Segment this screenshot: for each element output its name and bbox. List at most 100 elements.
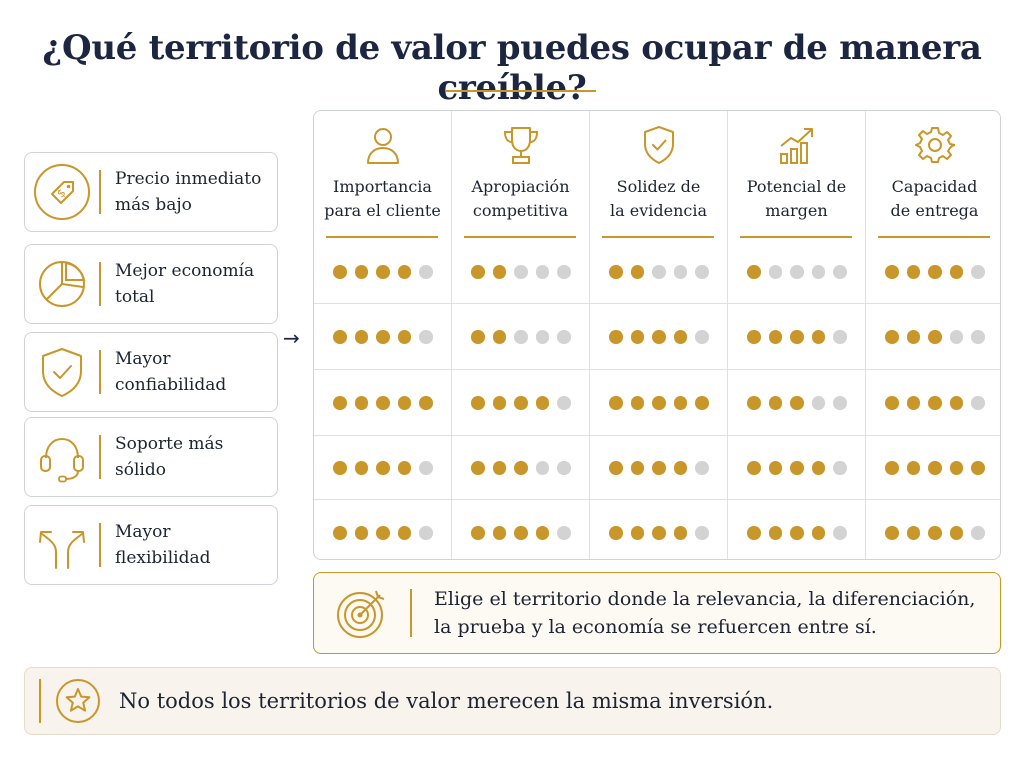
rating-dot-filled (630, 330, 645, 344)
rating-dot-filled (928, 461, 942, 475)
rating-dot-filled (514, 396, 528, 410)
rating-dot-empty (514, 265, 528, 279)
callout-text: Elige el territorio donde la relevancia,… (434, 588, 976, 638)
recommendation-callout: Elige el territorio donde la relevancia,… (313, 572, 1001, 654)
footer-divider (39, 679, 41, 723)
rating-dot-empty (833, 526, 847, 540)
rating-dot-empty (695, 330, 709, 344)
rating-dot-empty (514, 330, 528, 344)
row-divider (314, 499, 1000, 500)
rating-dot-empty (811, 396, 826, 410)
rating-dot-empty (949, 330, 964, 344)
rating-dot-filled (949, 461, 964, 475)
column-divider (451, 111, 452, 559)
rating-dot-filled (397, 330, 412, 344)
rating-dot-filled (397, 396, 412, 410)
rating-dot-filled (949, 265, 964, 279)
rating-dots (471, 265, 571, 279)
rating-dot-empty (673, 265, 688, 279)
rating-dot-filled (928, 265, 942, 279)
column-header-delivery-capacity: Capacidad de entrega (866, 111, 1000, 238)
rating-dot-empty (535, 461, 550, 475)
rating-dots (747, 265, 847, 279)
option-card-support[interactable]: Soporte más sólido (24, 417, 278, 497)
rating-dot-filled (630, 265, 645, 279)
split-arrows-icon (25, 506, 99, 584)
rating-dot-filled (397, 265, 412, 279)
rating-dots (333, 330, 433, 344)
column-header-underline (326, 236, 438, 238)
column-header-underline (740, 236, 852, 238)
rating-dot-filled (333, 461, 347, 475)
rating-dot-filled (354, 396, 369, 410)
option-card-reliability[interactable]: Mayor confiabilidad (24, 332, 278, 412)
rating-dot-filled (885, 330, 899, 344)
shield-check-icon (641, 123, 677, 167)
rating-dot-filled (397, 461, 412, 475)
option-card-total-economy[interactable]: Mejor economía total (24, 244, 278, 324)
rating-dot-empty (971, 330, 985, 344)
rating-dot-filled (673, 461, 688, 475)
rating-dot-empty (833, 330, 847, 344)
rating-dot-filled (630, 526, 645, 540)
column-header-evidence-strength: Solidez de la evidencia (590, 111, 727, 238)
headset-icon (25, 418, 99, 496)
rating-dots (885, 396, 985, 410)
rating-dot-filled (906, 526, 921, 540)
rating-dot-filled (790, 396, 804, 410)
rating-dot-empty (833, 265, 847, 279)
rating-dot-empty (695, 265, 709, 279)
rating-dot-filled (652, 330, 666, 344)
rating-dot-filled (630, 396, 645, 410)
rating-dots (609, 330, 709, 344)
rating-dot-filled (928, 526, 942, 540)
rating-dot-filled (376, 526, 390, 540)
rating-dot-filled (419, 396, 433, 410)
row-divider (314, 369, 1000, 370)
star-icon (41, 677, 115, 725)
rating-dot-filled (376, 265, 390, 279)
rating-dot-filled (971, 461, 985, 475)
person-icon (365, 123, 401, 167)
rating-dots (471, 396, 571, 410)
rating-dot-filled (333, 330, 347, 344)
column-header-competitive-ownership: Apropiación competitiva (452, 111, 589, 238)
trophy-icon (501, 123, 541, 167)
column-header-label: Solidez de la evidencia (610, 177, 707, 220)
option-divider (99, 435, 101, 479)
rating-dot-filled (928, 396, 942, 410)
rating-dots (471, 461, 571, 475)
column-divider (589, 111, 590, 559)
column-header-label: Importancia para el cliente (324, 177, 441, 220)
rating-dot-filled (492, 461, 507, 475)
rating-dot-filled (397, 526, 412, 540)
rating-dot-empty (557, 396, 571, 410)
rating-dot-filled (811, 461, 826, 475)
rating-dot-filled (609, 526, 623, 540)
rating-dot-filled (790, 330, 804, 344)
column-header-label: Apropiación competitiva (471, 177, 570, 220)
rating-dot-filled (492, 330, 507, 344)
option-card-flexibility[interactable]: Mayor flexibilidad (24, 505, 278, 585)
rating-dot-filled (376, 396, 390, 410)
rating-dots (885, 330, 985, 344)
option-divider (99, 523, 101, 567)
column-divider (865, 111, 866, 559)
rating-dot-filled (535, 526, 550, 540)
rating-dot-filled (514, 461, 528, 475)
column-header-label: Potencial de margen (746, 177, 847, 220)
rating-dot-filled (333, 265, 347, 279)
rating-dot-empty (695, 526, 709, 540)
rating-dot-empty (811, 265, 826, 279)
page-title: ¿Qué territorio de valor puedes ocupar d… (42, 28, 982, 108)
row-divider (314, 303, 1000, 304)
rating-dot-filled (333, 526, 347, 540)
rating-dots (609, 396, 709, 410)
rating-dot-filled (492, 396, 507, 410)
arrow-right-icon: → (283, 326, 300, 350)
option-card-lowest-price[interactable]: $ Precio inmediato más bajo (24, 152, 278, 232)
rating-dot-empty (535, 330, 550, 344)
rating-dots (885, 265, 985, 279)
option-divider (99, 170, 101, 214)
rating-dot-filled (630, 461, 645, 475)
